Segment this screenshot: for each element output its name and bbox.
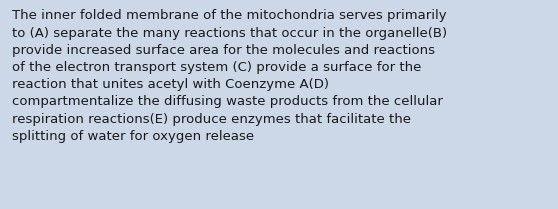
Text: The inner folded membrane of the mitochondria serves primarily
to (A) separate t: The inner folded membrane of the mitocho… [12, 9, 448, 143]
